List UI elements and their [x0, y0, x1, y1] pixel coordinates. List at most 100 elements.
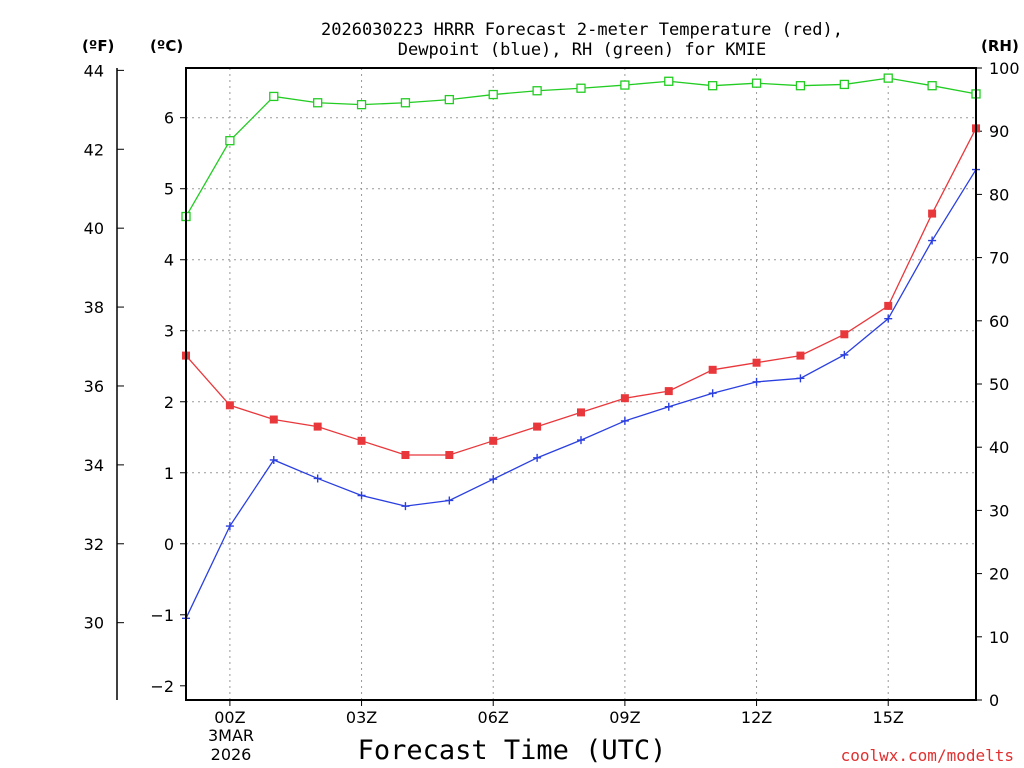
date-label-year: 2026 — [211, 745, 252, 764]
rh-tick-label: 80 — [989, 185, 1009, 204]
date-label-month: 3MAR — [208, 726, 254, 745]
fahrenheit-tick-label: 44 — [84, 61, 104, 80]
celsius-tick-label: 6 — [164, 109, 174, 128]
series-temperature — [182, 124, 980, 460]
rh-point — [927, 81, 937, 91]
rh-tick-label: 0 — [989, 691, 999, 710]
dewpoint-point — [225, 522, 234, 531]
temperature-point — [489, 436, 498, 445]
temperature-point — [401, 451, 410, 460]
celsius-unit-label: (ºC) — [150, 37, 183, 55]
plot-frame — [185, 67, 977, 701]
dewpoint-point — [445, 496, 454, 505]
rh-point — [795, 81, 806, 91]
dewpoint-point — [796, 374, 805, 383]
temperature-point — [752, 358, 761, 367]
rh-point — [269, 91, 279, 102]
fahrenheit-tick-label: 32 — [84, 535, 104, 554]
fahrenheit-tick-label: 40 — [84, 219, 104, 238]
celsius-tick-label: −2 — [150, 677, 174, 696]
rh-point — [664, 76, 674, 86]
dewpoint-point — [620, 416, 629, 425]
series-layer — [181, 73, 981, 623]
dewpoint-point — [489, 475, 498, 484]
temperature-point — [664, 387, 673, 396]
dewpoint-point — [664, 402, 673, 411]
temperature-point — [796, 351, 805, 360]
dewpoint-point — [840, 350, 849, 359]
chart-title-line1: 2026030223 HRRR Forecast 2-meter Tempera… — [321, 20, 843, 40]
x-tick-label: 03Z — [346, 708, 377, 727]
fahrenheit-tick-label: 30 — [84, 614, 104, 633]
temperature-point — [533, 422, 542, 431]
x-tick-label: 09Z — [609, 708, 640, 727]
rh-unit-label: (RH) — [981, 37, 1019, 55]
rh-point — [839, 79, 849, 90]
rh-point — [225, 136, 235, 146]
x-axis-label: Forecast Time (UTC) — [358, 735, 667, 766]
fahrenheit-unit-label: (ºF) — [82, 37, 114, 55]
fahrenheit-tick-label: 38 — [84, 298, 104, 317]
celsius-tick-label: 0 — [164, 535, 174, 554]
rh-tick-label: 50 — [989, 375, 1009, 394]
celsius-tick-label: 4 — [164, 251, 174, 270]
dewpoint-point — [884, 314, 893, 323]
dewpoint-point — [708, 389, 717, 398]
rh-point — [576, 83, 586, 93]
temperature-point — [225, 401, 234, 410]
rh-tick-label: 70 — [989, 249, 1009, 268]
celsius-tick-label: 5 — [164, 180, 174, 199]
rh-point — [532, 86, 542, 96]
grid-lines — [186, 68, 976, 700]
celsius-tick-label: 1 — [164, 464, 174, 483]
rh-point — [488, 89, 498, 100]
temperature-point — [708, 365, 717, 374]
series-rh — [181, 73, 981, 222]
rh-tick-label: 20 — [989, 565, 1009, 584]
tick-labels: 00Z 03Z 06Z 09Z 12Z 15Z−2−1012345630323436384… — [84, 59, 1020, 727]
rh-tick-label: 10 — [989, 628, 1009, 647]
rh-point — [356, 100, 367, 110]
temperature-point — [928, 209, 937, 218]
temperature-point — [357, 436, 366, 445]
dewpoint-point — [269, 455, 278, 464]
celsius-tick-label: 2 — [164, 393, 174, 412]
rh-line — [185, 77, 977, 217]
temperature-point — [269, 415, 278, 424]
x-tick-label: 15Z — [873, 708, 904, 727]
series-dewpoint — [182, 165, 980, 623]
rh-point — [708, 81, 718, 91]
fahrenheit-tick-label: 42 — [84, 140, 104, 159]
rh-point — [620, 80, 630, 90]
rh-point — [444, 94, 454, 105]
rh-tick-label: 40 — [989, 438, 1009, 457]
temperature-point — [445, 451, 454, 460]
credit-label: coolwx.com/modelts — [841, 746, 1014, 765]
temperature-line — [185, 128, 977, 456]
rh-tick-label: 90 — [989, 122, 1009, 141]
axes — [116, 67, 982, 706]
dewpoint-point — [401, 502, 410, 511]
x-tick-label: 06Z — [478, 708, 509, 727]
temperature-point — [620, 394, 629, 403]
dewpoint-line — [185, 169, 977, 619]
dewpoint-point — [313, 474, 322, 483]
temperature-point — [884, 301, 893, 310]
x-tick-label: 00Z — [214, 708, 245, 727]
dewpoint-point — [752, 377, 761, 386]
temperature-point — [313, 422, 322, 431]
dewpoint-point — [577, 436, 585, 445]
rh-point — [751, 78, 762, 88]
dewpoint-point — [357, 491, 366, 500]
temperature-point — [577, 408, 585, 417]
fahrenheit-tick-label: 36 — [84, 377, 104, 396]
dewpoint-point — [928, 236, 937, 245]
rh-tick-label: 100 — [989, 59, 1020, 78]
chart-title-line2: Dewpoint (blue), RH (green) for KMIE — [398, 40, 766, 60]
celsius-tick-label: −1 — [150, 606, 174, 625]
rh-point — [313, 98, 323, 108]
rh-point — [400, 98, 411, 108]
fahrenheit-tick-label: 34 — [84, 456, 104, 475]
rh-tick-label: 60 — [989, 312, 1009, 331]
